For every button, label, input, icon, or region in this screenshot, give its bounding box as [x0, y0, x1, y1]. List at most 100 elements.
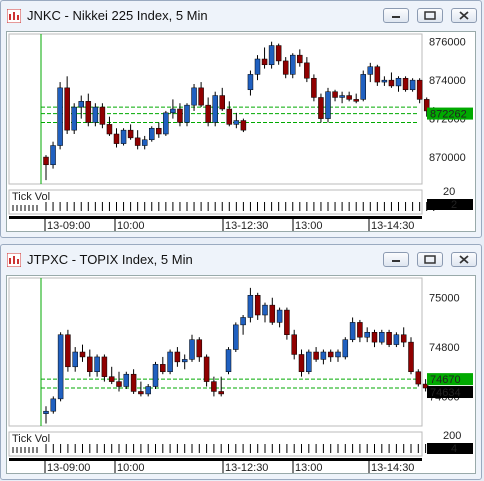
candle-body[interactable] [167, 351, 173, 372]
chart-window-nikkei[interactable]: JNKC - Nikkei 225 Index, 5 Min 876000 874… [0, 0, 482, 238]
candle-body[interactable] [233, 324, 239, 350]
candle-body[interactable] [101, 356, 108, 377]
candle-body[interactable] [374, 66, 381, 83]
candle-body[interactable] [198, 87, 204, 106]
candle-body[interactable] [332, 91, 338, 98]
candle-body[interactable] [145, 386, 151, 395]
candle-body[interactable] [381, 79, 388, 83]
candle-body[interactable] [318, 97, 324, 119]
candle-body[interactable] [156, 127, 162, 135]
candle-body[interactable] [364, 332, 370, 338]
candle-body[interactable] [247, 74, 254, 91]
plot-area[interactable] [8, 277, 423, 427]
candle-body[interactable] [282, 60, 289, 75]
candle-body[interactable] [379, 332, 385, 343]
candle-body[interactable] [335, 351, 341, 358]
candle-body[interactable] [78, 101, 84, 108]
candle-body[interactable] [423, 99, 430, 112]
close-button[interactable] [451, 8, 477, 23]
candle-body[interactable] [313, 351, 319, 360]
candle-body[interactable] [149, 127, 155, 141]
window-titlebar[interactable]: JTPXC - TOPIX Index, 5 Min [1, 245, 481, 275]
candle-body[interactable] [57, 87, 63, 146]
candle-body[interactable] [113, 133, 120, 144]
candle-body[interactable] [50, 145, 56, 166]
candle-body[interactable] [211, 381, 217, 392]
candle-body[interactable] [79, 351, 86, 358]
candle-body[interactable] [57, 334, 64, 400]
close-button[interactable] [451, 252, 477, 267]
candle-body[interactable] [395, 77, 402, 87]
candle-body[interactable] [400, 334, 407, 343]
candle-body[interactable] [360, 74, 366, 100]
candle-body[interactable] [261, 58, 268, 66]
candle-body[interactable] [320, 351, 327, 360]
candle-body[interactable] [177, 108, 183, 123]
candle-body[interactable] [298, 354, 305, 372]
candle-body[interactable] [203, 356, 210, 382]
candle-body[interactable] [50, 398, 57, 412]
minimize-button[interactable] [383, 252, 409, 267]
candle-body[interactable] [327, 351, 334, 358]
candle-body[interactable] [339, 95, 345, 98]
candle-body[interactable] [184, 104, 190, 123]
candle-body[interactable] [276, 309, 283, 323]
maximize-button[interactable] [417, 8, 443, 23]
volume-pane[interactable] [8, 431, 423, 457]
candle-body[interactable] [141, 139, 148, 146]
candle-body[interactable] [71, 106, 77, 131]
candle-body[interactable] [138, 391, 144, 395]
candle-body[interactable] [284, 309, 290, 335]
candle-body[interactable] [120, 129, 127, 144]
candle-body[interactable] [415, 371, 422, 385]
candle-body[interactable] [218, 391, 224, 395]
minimize-button[interactable] [383, 8, 409, 23]
candle-body[interactable] [85, 101, 92, 123]
candle-body[interactable] [306, 351, 312, 372]
candle-body[interactable] [87, 356, 93, 372]
candle-body[interactable] [291, 334, 297, 355]
candle-body[interactable] [409, 79, 416, 91]
candle-body[interactable] [304, 62, 310, 79]
candle-body[interactable] [353, 99, 359, 102]
candle-body[interactable] [160, 364, 166, 372]
candle-body[interactable] [346, 95, 352, 100]
candle-body[interactable] [174, 351, 181, 363]
candle-body[interactable] [191, 87, 197, 106]
candle-body[interactable] [297, 54, 303, 64]
candle-body[interactable] [116, 381, 122, 387]
candle-body[interactable] [106, 124, 113, 135]
candle-body[interactable] [108, 376, 115, 382]
candle-body[interactable] [219, 95, 225, 110]
candle-body[interactable] [408, 341, 414, 372]
candle-body[interactable] [269, 304, 276, 323]
candle-body[interactable] [240, 120, 247, 131]
candle-body[interactable] [43, 156, 49, 166]
candle-body[interactable] [240, 317, 246, 326]
candle-body[interactable] [388, 79, 395, 87]
price-chart[interactable]: 7500074800746007467074634Tick Vol200413-… [7, 276, 477, 476]
candle-body[interactable] [357, 322, 363, 338]
candle-body[interactable] [94, 356, 100, 372]
candle-body[interactable] [416, 79, 423, 100]
window-titlebar[interactable]: JNKC - Nikkei 225 Index, 5 Min [1, 1, 481, 31]
candle-body[interactable] [43, 410, 49, 414]
candle-body[interactable] [268, 45, 275, 66]
candle-body[interactable] [262, 304, 268, 316]
candle-body[interactable] [226, 108, 233, 125]
candle-body[interactable] [290, 54, 296, 75]
candle-body[interactable] [367, 66, 374, 75]
candle-body[interactable] [196, 339, 203, 358]
candle-body[interactable] [342, 339, 349, 358]
candle-body[interactable] [130, 373, 137, 392]
candle-body[interactable] [225, 349, 232, 372]
candle-body[interactable] [275, 45, 282, 62]
chart-panel[interactable]: 876000 874000 872000 870000 872262 Tick Vol 20… [6, 31, 476, 232]
candle-body[interactable] [371, 332, 378, 343]
candle-body[interactable] [325, 91, 331, 119]
candle-body[interactable] [205, 104, 211, 123]
candle-body[interactable] [163, 112, 169, 135]
candle-body[interactable] [212, 95, 218, 123]
candle-body[interactable] [65, 334, 71, 368]
